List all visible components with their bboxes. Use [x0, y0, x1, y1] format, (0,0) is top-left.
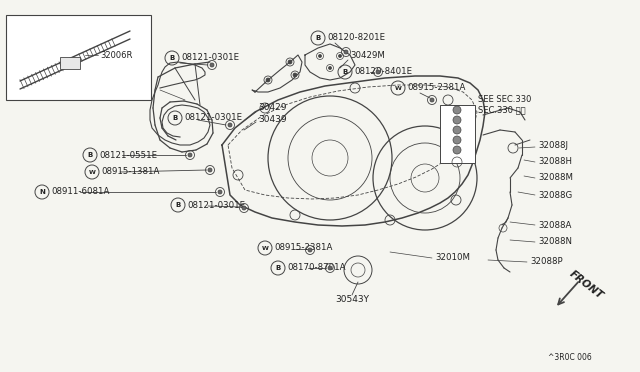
Text: 32088N: 32088N [538, 237, 572, 247]
Text: B: B [170, 55, 175, 61]
Circle shape [453, 106, 461, 114]
Text: 08121-0301E: 08121-0301E [187, 201, 245, 209]
Text: 32088J: 32088J [538, 141, 568, 150]
Text: 08120-8201E: 08120-8201E [327, 33, 385, 42]
Circle shape [218, 190, 222, 194]
Circle shape [339, 55, 342, 58]
Text: 08121-0551E: 08121-0551E [99, 151, 157, 160]
Text: W: W [88, 170, 95, 174]
Bar [440, 105, 475, 163]
Text: B: B [172, 115, 178, 121]
Text: W: W [395, 86, 401, 90]
Text: 08915-2381A: 08915-2381A [407, 83, 465, 93]
Text: 08121-0301E: 08121-0301E [184, 113, 242, 122]
Circle shape [376, 70, 380, 74]
Bar [6, 15, 151, 100]
Circle shape [288, 60, 292, 64]
Circle shape [453, 146, 461, 154]
Text: 30429M: 30429M [350, 51, 385, 60]
Circle shape [328, 266, 332, 270]
Text: B: B [175, 202, 180, 208]
Circle shape [344, 50, 348, 54]
Circle shape [453, 116, 461, 124]
Text: 30429: 30429 [258, 103, 287, 112]
Text: N: N [39, 189, 45, 195]
Text: 08915-1381A: 08915-1381A [101, 167, 159, 176]
Text: 08170-8701A: 08170-8701A [287, 263, 346, 273]
Text: 30543Y: 30543Y [335, 295, 369, 305]
Circle shape [319, 55, 321, 58]
Text: B: B [88, 152, 93, 158]
Circle shape [208, 168, 212, 172]
FancyBboxPatch shape [60, 57, 79, 68]
Text: 08915-2381A: 08915-2381A [274, 244, 332, 253]
Circle shape [188, 153, 192, 157]
Circle shape [453, 126, 461, 134]
Text: 32088M: 32088M [538, 173, 573, 183]
Circle shape [430, 98, 434, 102]
Text: 32010M: 32010M [435, 253, 470, 263]
Text: 08121-0301E: 08121-0301E [181, 54, 239, 62]
Circle shape [228, 123, 232, 127]
Text: 08120-8401E: 08120-8401E [354, 67, 412, 77]
Text: 32088P: 32088P [530, 257, 563, 266]
Text: 32088H: 32088H [538, 157, 572, 167]
Circle shape [328, 67, 332, 70]
Text: 30439: 30439 [258, 115, 287, 125]
Text: SEE SEC.330: SEE SEC.330 [478, 96, 531, 105]
Circle shape [293, 73, 297, 77]
Circle shape [210, 63, 214, 67]
Text: 08911-6081A: 08911-6081A [51, 187, 109, 196]
Text: W: W [262, 246, 268, 250]
Circle shape [453, 136, 461, 144]
Text: B: B [275, 265, 280, 271]
Circle shape [242, 206, 246, 210]
Text: SEC.330 参照: SEC.330 参照 [478, 106, 525, 115]
Text: B: B [342, 69, 348, 75]
Text: B: B [316, 35, 321, 41]
Text: 32088A: 32088A [538, 221, 572, 230]
Text: ^3R0C 006: ^3R0C 006 [548, 353, 592, 362]
Text: FRONT: FRONT [568, 269, 605, 301]
Text: 32088G: 32088G [538, 190, 572, 199]
Text: 32006R: 32006R [100, 51, 132, 60]
Circle shape [266, 78, 270, 82]
Circle shape [308, 248, 312, 252]
